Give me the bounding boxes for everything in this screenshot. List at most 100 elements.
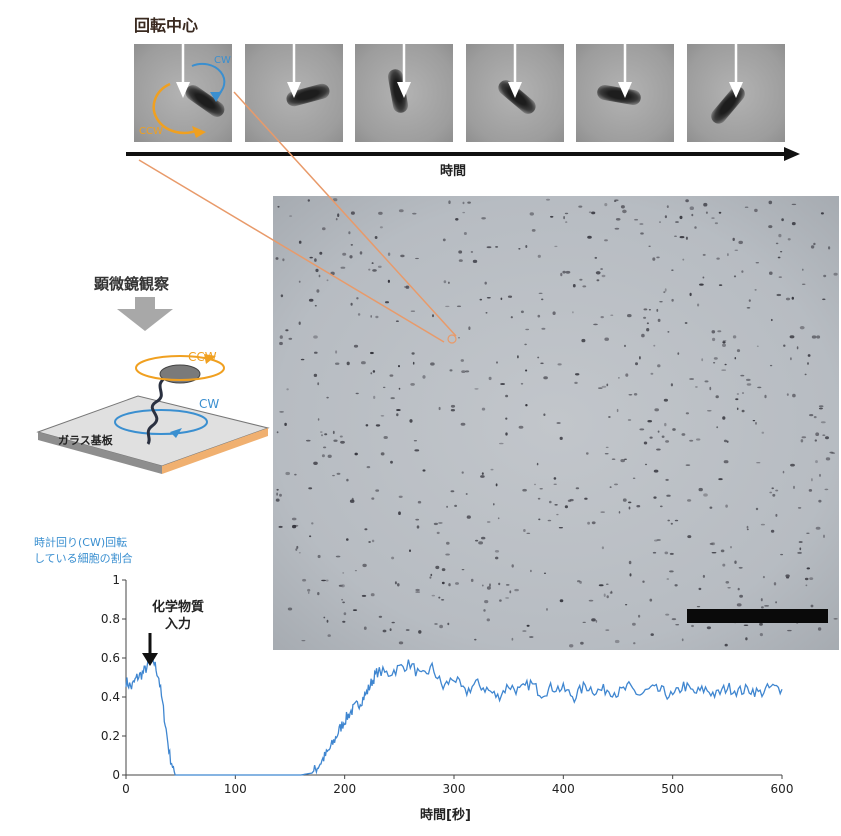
cell-speck — [306, 439, 311, 442]
cell-speck — [353, 344, 359, 348]
cell-speck — [817, 627, 822, 631]
cell-speck — [572, 311, 574, 314]
y-tick-label: 0.2 — [101, 729, 120, 743]
cell-speck — [685, 199, 689, 203]
cell-speck — [664, 551, 669, 555]
cell-speck — [636, 505, 641, 508]
cell-speck — [724, 643, 728, 647]
cell-speck — [722, 341, 726, 344]
cell-speck — [541, 298, 544, 301]
cell-speck — [445, 553, 450, 556]
cell-speck — [525, 245, 528, 248]
cell-speck — [807, 362, 809, 365]
cell-speck — [610, 314, 614, 316]
cell-speck — [394, 581, 397, 585]
y-tick-label: 0.4 — [101, 690, 120, 704]
cell-speck — [790, 357, 792, 361]
cell-speck — [382, 629, 387, 633]
cell-speck — [284, 422, 287, 426]
cell-speck — [529, 636, 534, 638]
cell-speck — [361, 361, 366, 365]
cell-speck — [649, 436, 653, 439]
cell-speck — [531, 229, 536, 232]
cell-speck — [761, 431, 765, 434]
cell-speck — [677, 352, 680, 355]
cell-speck — [685, 412, 689, 415]
rotation-center-arrow-icon — [287, 44, 301, 98]
cell-speck — [769, 491, 773, 494]
cell-speck — [787, 629, 792, 632]
cell-speck — [709, 386, 712, 391]
cell-speck — [811, 478, 813, 482]
cell-speck — [754, 208, 758, 213]
cell-speck — [789, 335, 795, 339]
cell-speck — [307, 588, 311, 592]
cell-speck — [586, 452, 589, 455]
cell-speck — [702, 253, 706, 256]
cell-speck — [307, 199, 310, 202]
cell-speck — [481, 217, 486, 220]
cell-speck — [495, 483, 498, 487]
cell-speck — [480, 475, 485, 478]
cell-speck — [382, 386, 386, 389]
cell-speck — [705, 211, 708, 214]
cell-speck — [679, 236, 685, 239]
cell-speck — [410, 383, 415, 386]
cw-ratio-label-line2: している細胞の割合 — [34, 552, 133, 565]
cell-speck — [814, 439, 817, 442]
cell-speck — [403, 286, 409, 288]
cell-speck — [600, 511, 605, 513]
cell-speck — [722, 343, 726, 347]
cell-speck — [314, 258, 317, 262]
frame-ccw-label: CCW — [139, 126, 163, 137]
cell-speck — [768, 225, 773, 229]
cell-speck — [761, 606, 764, 609]
cell-speck — [605, 629, 610, 631]
frame-cw-label: CW — [214, 55, 231, 66]
cell-speck — [350, 302, 353, 306]
cell-speck — [614, 483, 618, 486]
cell-speck — [698, 587, 702, 591]
cell-speck — [363, 626, 367, 630]
cell-speck — [462, 201, 465, 205]
cell-speck — [806, 532, 810, 534]
cell-speck — [441, 581, 445, 585]
cell-speck — [398, 641, 404, 645]
cell-speck — [374, 236, 378, 239]
cell-speck — [346, 361, 350, 366]
cell-speck — [734, 357, 737, 360]
cell-speck — [780, 553, 784, 556]
cell-speck — [580, 641, 584, 645]
cw-ratio-label: 時計回り(CW)回転 している細胞の割合 — [34, 535, 133, 567]
cell-speck — [629, 573, 632, 577]
cell-speck — [746, 378, 751, 381]
cell-speck — [733, 275, 737, 278]
cell-speck — [340, 266, 346, 269]
cell-speck — [714, 222, 718, 225]
cell-speck — [734, 560, 737, 564]
cell-speck — [341, 598, 343, 601]
y-tick-label: 1 — [112, 573, 120, 587]
cell-speck — [479, 298, 483, 301]
cell-speck — [689, 378, 694, 380]
cell-speck — [709, 506, 713, 509]
cell-speck — [307, 591, 310, 594]
cell-speck — [802, 268, 804, 271]
cell-speck — [737, 587, 740, 591]
cell-speck — [588, 211, 592, 214]
cell-speck — [652, 257, 656, 261]
cell-speck — [760, 523, 765, 526]
cell-speck — [741, 270, 744, 273]
cell-speck — [681, 433, 686, 436]
cell-speck — [298, 240, 302, 244]
cell-speck — [317, 418, 320, 421]
cell-speck — [773, 582, 777, 586]
cell-speck — [546, 608, 548, 611]
cell-speck — [455, 582, 459, 585]
cell-speck — [820, 212, 824, 215]
cell-speck — [628, 560, 632, 565]
cell-speck — [324, 433, 328, 436]
cell-speck — [745, 637, 748, 641]
cell-speck — [624, 344, 626, 348]
cell-speck — [276, 492, 278, 496]
